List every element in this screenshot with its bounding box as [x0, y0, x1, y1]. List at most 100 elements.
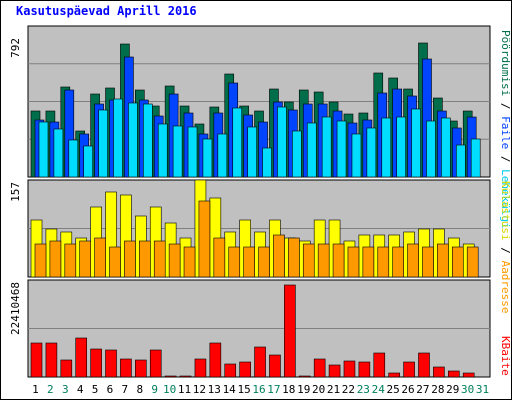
bottom-bar-KBaite-16 — [254, 346, 266, 378]
middle-panel — [27, 179, 491, 278]
bottom-bar-KBaite-28 — [433, 366, 445, 378]
middle-bar-Aadresse-17 — [273, 234, 285, 278]
legend-sep-mid: / — [499, 247, 512, 254]
top-bar-Lehekülgi-22 — [351, 133, 362, 178]
x-tick-label-31: 31 — [476, 383, 489, 396]
bottom-bar-KBaite-4 — [75, 337, 88, 378]
x-tick-label-4: 4 — [77, 383, 84, 396]
legend-sep2: / — [499, 156, 512, 163]
legend-visits-mid: Külastusi — [499, 181, 512, 241]
legend-sep1: / — [499, 103, 512, 110]
bottom-bar-KBaite-1 — [30, 342, 43, 378]
top-bar-Lehekülgi-8 — [143, 103, 153, 178]
bottom-bar-KBaite-3 — [60, 359, 73, 378]
top-bar-Lehekülgi-17 — [277, 106, 287, 178]
x-tick-label-24: 24 — [372, 383, 386, 396]
bottom-bar-KBaite-13 — [209, 342, 222, 378]
svg-text:Külastusi / Aadres: Külastusi / Aadresse — [499, 181, 512, 313]
top-bar-Lehekülgi-3 — [68, 139, 79, 178]
x-tick-label-17: 17 — [267, 383, 280, 396]
bottom-bar-KBaite-19 — [298, 375, 311, 378]
bottom-bar-KBaite-25 — [388, 372, 400, 378]
middle-bar-Aadresse-14 — [228, 246, 241, 278]
top-panel-max-label: 792 — [9, 38, 22, 58]
bottom-bar-KBaite-6 — [105, 349, 117, 378]
x-tick-label-19: 19 — [297, 383, 310, 396]
top-bar-Lehekülgi-7 — [128, 102, 138, 178]
top-bar-Lehekülgi-30 — [470, 138, 481, 178]
bottom-bar-KBaite-29 — [447, 370, 460, 378]
bottom-bar-KBaite-20 — [313, 358, 326, 378]
middle-bar-Aadresse-18 — [288, 237, 300, 278]
legend-sites: Aadresse — [499, 260, 512, 313]
top-bar-Lehekülgi-2 — [53, 128, 64, 178]
top-bar-Lehekülgi-29 — [455, 144, 466, 178]
bottom-bar-KBaite-23 — [358, 361, 371, 378]
x-tick-label-14: 14 — [223, 383, 237, 396]
bottom-bar-KBaite-15 — [239, 361, 251, 378]
middle-bar-Aadresse-20 — [317, 243, 330, 278]
x-tick-label-9: 9 — [151, 383, 158, 396]
x-tick-label-26: 26 — [401, 383, 414, 396]
middle-bar-Aadresse-12 — [198, 200, 211, 278]
top-bar-Lehekülgi-5 — [98, 109, 108, 178]
bottom-bar-KBaite-11 — [179, 375, 192, 378]
top-bar-Lehekülgi-13 — [217, 133, 228, 178]
middle-bar-Aadresse-4 — [79, 240, 92, 278]
top-bar-Lehekülgi-1 — [38, 121, 49, 178]
bottom-bar-KBaite-10 — [164, 375, 177, 378]
middle-bar-Aadresse-24 — [377, 246, 390, 278]
x-tick-label-13: 13 — [208, 383, 221, 396]
middle-bar-Aadresse-1 — [34, 243, 47, 278]
top-bar-Lehekülgi-14 — [232, 107, 243, 178]
top-panel — [27, 25, 491, 178]
middle-bar-Aadresse-22 — [347, 246, 360, 278]
x-tick-label-2: 2 — [47, 383, 54, 396]
top-bar-Lehekülgi-23 — [366, 127, 377, 178]
middle-bar-Aadresse-23 — [362, 246, 375, 278]
x-tick-label-10: 10 — [163, 383, 176, 396]
x-tick-label-16: 16 — [252, 383, 265, 396]
middle-bar-Aadresse-25 — [392, 246, 404, 278]
middle-bar-Aadresse-5 — [94, 237, 106, 278]
bottom-bar-KBaite-27 — [418, 352, 430, 378]
top-bar-Lehekülgi-6 — [113, 98, 123, 178]
middle-bar-Aadresse-10 — [168, 243, 181, 278]
middle-bar-Aadresse-2 — [49, 240, 62, 278]
top-bar-Lehekülgi-11 — [187, 126, 198, 178]
x-tick-label-30: 30 — [461, 383, 474, 396]
bottom-bar-KBaite-2 — [45, 342, 58, 378]
top-bar-Lehekülgi-15 — [247, 126, 257, 178]
top-bar-Lehekülgi-18 — [292, 130, 302, 178]
x-tick-label-5: 5 — [92, 383, 99, 396]
top-bar-Lehekülgi-25 — [396, 116, 406, 178]
bottom-bar-KBaite-24 — [373, 352, 386, 378]
x-tick-label-15: 15 — [237, 383, 250, 396]
bottom-panel-max-label: 22410468 — [9, 282, 22, 335]
bottom-bar-KBaite-5 — [90, 348, 102, 378]
middle-bar-Aadresse-19 — [302, 243, 315, 278]
legend-pages: Pöördumisi — [499, 30, 512, 96]
x-tick-label-25: 25 — [387, 383, 400, 396]
svg-text:Pöördumisi / Faile: Pöördumisi / Faile / Lehekülgi — [499, 30, 512, 229]
middle-bar-Aadresse-16 — [258, 246, 270, 278]
bottom-bar-KBaite-12 — [194, 358, 207, 378]
top-bar-Lehekülgi-12 — [202, 138, 213, 178]
middle-bar-Aadresse-7 — [124, 240, 136, 278]
bottom-bar-KBaite-8 — [135, 359, 147, 378]
bottom-bar-KBaite-30 — [462, 372, 475, 378]
top-bar-Lehekülgi-16 — [262, 147, 272, 178]
top-bar-Lehekülgi-27 — [426, 120, 436, 178]
x-tick-label-8: 8 — [136, 383, 143, 396]
middle-bar-Aadresse-8 — [139, 240, 151, 278]
bottom-bar-KBaite-21 — [328, 364, 341, 378]
x-tick-label-20: 20 — [312, 383, 325, 396]
top-bar-Lehekülgi-26 — [411, 108, 421, 178]
bottom-panel — [27, 279, 491, 378]
middle-bar-Aadresse-26 — [407, 243, 419, 278]
x-tick-label-12: 12 — [193, 383, 206, 396]
middle-bar-Aadresse-13 — [213, 237, 226, 278]
top-bar-Lehekülgi-20 — [321, 116, 332, 178]
x-tick-label-11: 11 — [178, 383, 191, 396]
top-bar-Lehekülgi-21 — [336, 120, 347, 178]
